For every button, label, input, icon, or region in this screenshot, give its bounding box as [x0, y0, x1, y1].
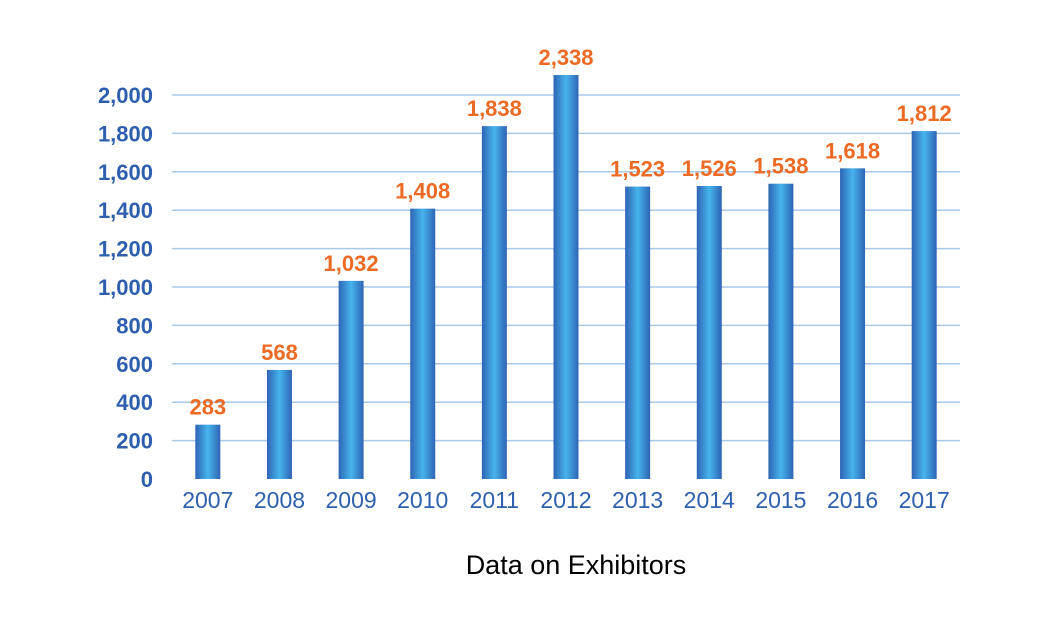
y-axis-tick-labels: 0 200 400 600 800 1,000 1,200 1,400 1,600 1,800 2,…: [98, 83, 153, 492]
y-tick-label: 200: [116, 429, 153, 454]
bar-2010: [410, 208, 436, 479]
y-tick-label: 400: [116, 390, 153, 415]
bar-2015: [768, 183, 794, 480]
x-tick-label: 2009: [326, 487, 377, 513]
data-label: 1,618: [825, 138, 880, 163]
data-label: 1,812: [897, 101, 952, 126]
x-tick-label: 2011: [470, 487, 519, 513]
x-tick-label: 2017: [899, 487, 950, 513]
data-label: 1,032: [324, 251, 379, 276]
data-label: 1,523: [610, 157, 665, 182]
y-tick-label: 1,800: [98, 121, 153, 146]
data-label: 568: [261, 340, 298, 365]
x-tick-label: 2007: [182, 487, 233, 513]
bar-2016: [840, 168, 866, 479]
bar-2009: [338, 280, 364, 479]
bar-2017: [911, 131, 937, 479]
x-tick-label: 2008: [254, 487, 305, 513]
y-tick-label: 1,400: [98, 198, 153, 223]
y-tick-label: 1,600: [98, 160, 153, 185]
y-tick-label: 800: [116, 313, 153, 338]
y-tick-label: 1,000: [98, 275, 153, 300]
y-tick-label: 2,000: [98, 83, 153, 108]
y-tick-label: 0: [141, 467, 153, 492]
data-label: 1,538: [753, 154, 808, 179]
data-label: 283: [189, 395, 226, 420]
x-tick-label: 2015: [755, 487, 806, 513]
data-label: 2,338: [538, 45, 593, 70]
data-label: 1,838: [467, 96, 522, 121]
bar-2013: [625, 186, 651, 480]
data-label: 1,526: [682, 156, 737, 181]
y-tick-label: 1,200: [98, 237, 153, 262]
x-axis-label: Data on Exhibitors: [466, 550, 687, 580]
y-tick-label: 600: [116, 352, 153, 377]
bar-2007: [195, 424, 221, 479]
bar-2011: [481, 126, 507, 479]
x-axis-tick-labels: 2007 2008 2009 2010 2011 2012 2013 2014 2015 2016…: [182, 487, 950, 513]
data-label: 1,408: [395, 179, 450, 204]
bar-2012: [553, 75, 579, 479]
x-tick-label: 2010: [397, 487, 448, 513]
x-tick-label: 2012: [540, 487, 591, 513]
bar-2014: [696, 186, 722, 479]
bars: [195, 75, 937, 480]
x-tick-label: 2016: [827, 487, 878, 513]
data-labels: 283 568 1,032 1,408 1,838 2,338 1,523 1,526 1,53…: [189, 45, 951, 420]
bar-2008: [266, 369, 292, 479]
x-tick-label: 2014: [684, 487, 735, 513]
x-tick-label: 2013: [612, 487, 663, 513]
